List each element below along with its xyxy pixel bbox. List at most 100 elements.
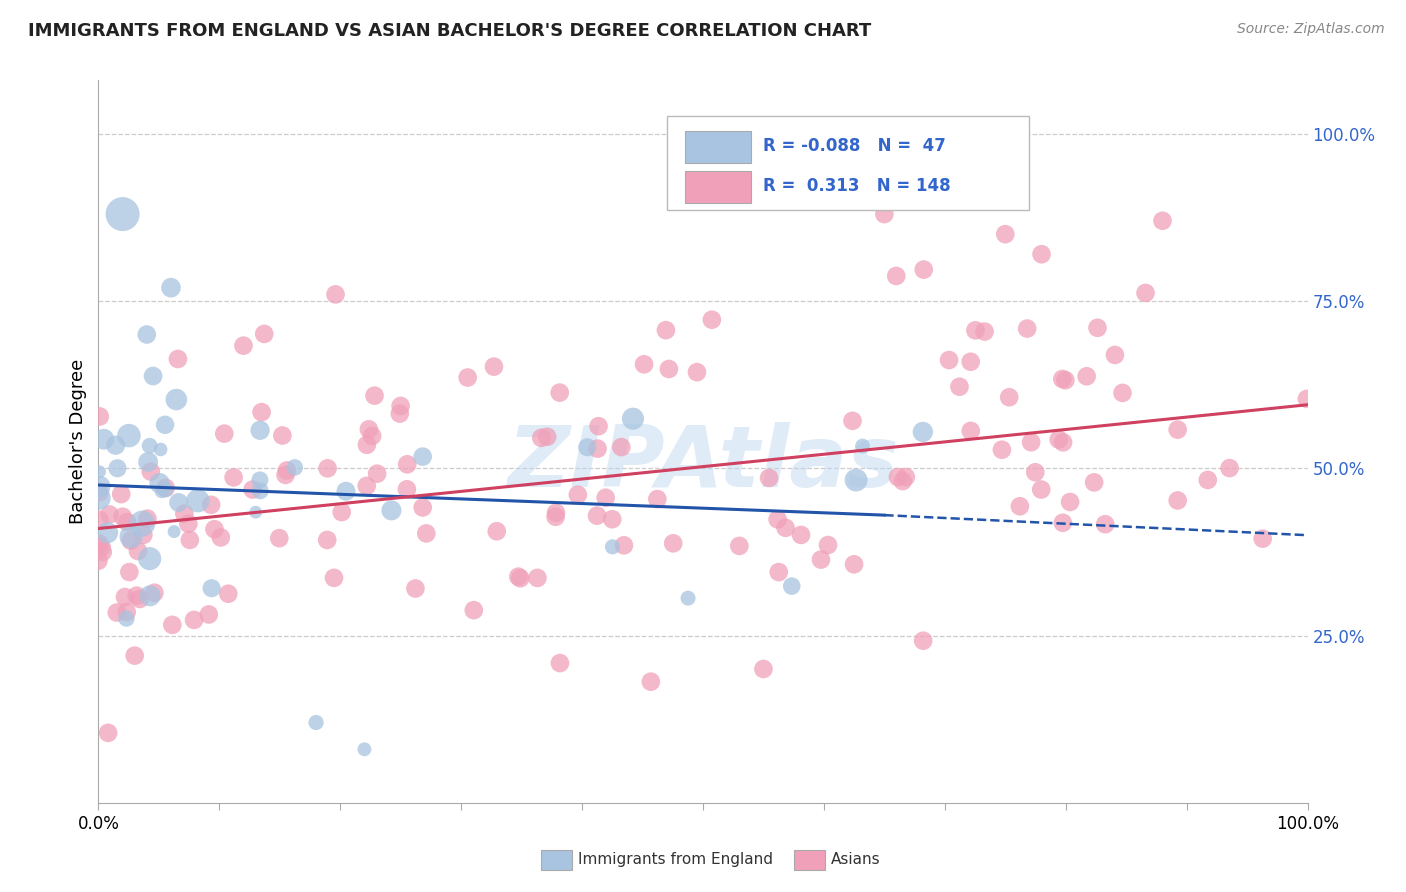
Point <box>245 505 267 519</box>
Point <box>87 491 110 505</box>
Point <box>485 524 508 539</box>
Point <box>1054 373 1077 387</box>
Point <box>124 648 146 663</box>
FancyBboxPatch shape <box>666 117 1029 211</box>
Point <box>356 479 378 493</box>
Point <box>269 531 291 545</box>
Point <box>588 419 610 434</box>
Point <box>104 438 127 452</box>
Point <box>138 551 160 566</box>
Point <box>768 565 790 579</box>
Point <box>633 357 655 371</box>
Point <box>544 509 567 524</box>
Point <box>1031 247 1053 261</box>
Point <box>253 326 276 341</box>
Point <box>602 540 624 554</box>
Point <box>271 428 294 442</box>
Point <box>89 479 111 493</box>
Point <box>89 409 111 424</box>
Point <box>120 530 142 544</box>
Point <box>380 503 402 517</box>
Point <box>404 582 426 596</box>
Point <box>621 411 644 425</box>
Point <box>790 528 813 542</box>
Point <box>143 585 166 599</box>
Point <box>232 338 254 352</box>
Point <box>1111 385 1133 400</box>
Point <box>276 463 298 477</box>
Point <box>155 481 177 495</box>
Point <box>274 467 297 482</box>
Point <box>544 506 567 520</box>
Point <box>135 327 157 342</box>
Point <box>911 425 934 439</box>
Point <box>114 590 136 604</box>
Point <box>728 539 751 553</box>
Point <box>613 538 636 552</box>
Text: ZIPAtlas: ZIPAtlas <box>508 422 898 505</box>
Point <box>197 607 219 622</box>
Point <box>412 500 434 515</box>
Point <box>1167 493 1189 508</box>
Point <box>316 533 339 547</box>
Point <box>938 353 960 368</box>
Point <box>89 485 111 500</box>
Point <box>841 414 863 428</box>
Point <box>1152 214 1174 228</box>
Point <box>93 432 115 446</box>
Point <box>89 513 111 527</box>
Point <box>536 430 558 444</box>
Point <box>139 589 162 603</box>
Point <box>1295 392 1317 406</box>
Point <box>357 422 380 436</box>
Point <box>640 674 662 689</box>
Point <box>115 611 138 625</box>
Point <box>1094 517 1116 532</box>
Point <box>912 262 935 277</box>
Point <box>526 571 548 585</box>
Point <box>187 493 209 508</box>
Point <box>110 487 132 501</box>
Point <box>766 512 789 526</box>
Point <box>395 483 418 497</box>
Point <box>576 440 599 454</box>
Text: R =  0.313   N = 148: R = 0.313 N = 148 <box>763 178 950 195</box>
Point <box>155 483 177 497</box>
Point <box>647 491 669 506</box>
Point <box>111 207 134 221</box>
Point <box>173 507 195 521</box>
Point <box>217 587 239 601</box>
Point <box>125 589 148 603</box>
Point <box>894 470 917 484</box>
Point <box>463 603 485 617</box>
Point <box>149 442 172 457</box>
Point <box>610 440 633 454</box>
Point <box>959 355 981 369</box>
Text: Asians: Asians <box>831 853 880 867</box>
Point <box>1024 465 1046 479</box>
Point <box>389 399 412 413</box>
Point <box>97 726 120 740</box>
Point <box>662 536 685 550</box>
Point <box>973 325 995 339</box>
Point <box>752 173 775 188</box>
Point <box>1047 433 1070 447</box>
Point <box>201 581 224 595</box>
Point <box>107 461 129 475</box>
Point <box>316 461 339 475</box>
Point <box>160 281 183 295</box>
Point <box>87 554 110 568</box>
Point <box>118 565 141 579</box>
Point <box>96 525 118 540</box>
Point <box>842 558 865 572</box>
Point <box>994 227 1017 242</box>
Point <box>138 439 160 453</box>
Point <box>567 488 589 502</box>
Point <box>120 533 142 548</box>
Text: Immigrants from England: Immigrants from England <box>578 853 773 867</box>
Point <box>775 521 797 535</box>
Point <box>142 369 165 384</box>
Point <box>242 483 264 497</box>
Point <box>115 515 138 529</box>
Point <box>1167 423 1189 437</box>
